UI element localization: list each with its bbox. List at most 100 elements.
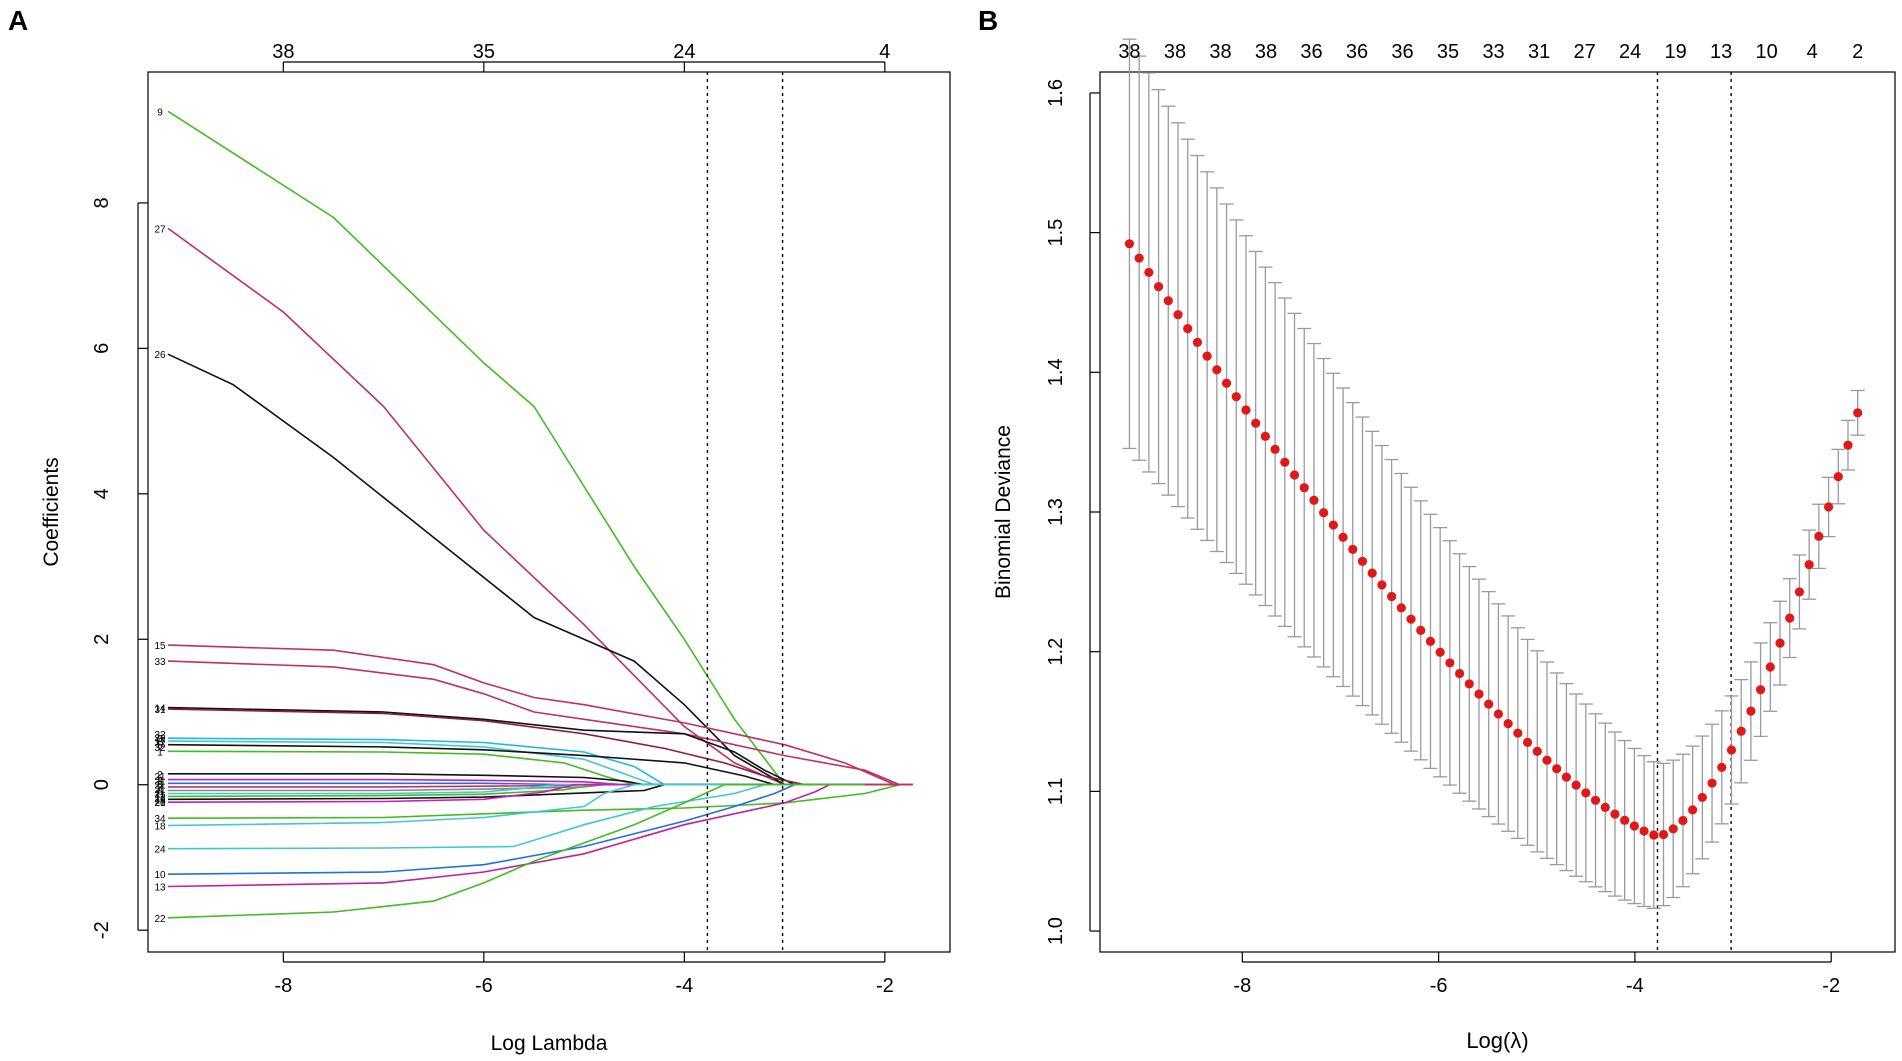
coef-path-label: 27: [154, 224, 166, 235]
coef-path-label-cluster: 32: [154, 743, 166, 754]
coef-path-22: [167, 783, 913, 919]
panel-b-plot-frame: [1099, 71, 1896, 953]
y-tick-label: 1.1: [1045, 777, 1067, 805]
coef-path-label: 9: [157, 107, 163, 118]
coef-path-label: 12: [154, 792, 166, 803]
coef-path-label: 31: [154, 705, 166, 716]
deviance-point: [1289, 470, 1300, 480]
deviance-point: [1823, 502, 1834, 512]
deviance-point: [1183, 323, 1193, 334]
y-axis-title: Coefficients: [40, 457, 63, 566]
y-tick-label: 1.4: [1045, 358, 1067, 386]
coef-path-9: [167, 110, 913, 786]
coef-path-label-cluster: 21: [154, 772, 166, 783]
top-tick-label: 19: [1665, 41, 1687, 63]
top-tick-label: 24: [673, 41, 695, 63]
top-tick-label: 27: [1573, 41, 1595, 63]
coef-path-label: 22: [154, 914, 166, 925]
coef-path-label-cluster: 32: [154, 739, 166, 750]
deviance-point: [1435, 647, 1445, 657]
top-tick-label: 31: [1528, 41, 1550, 63]
deviance-point: [1357, 556, 1368, 566]
top-tick-label: 33: [1482, 41, 1504, 63]
deviance-point: [1571, 780, 1581, 790]
coef-path-label: 20: [154, 798, 166, 809]
coef-path-18: [167, 783, 913, 827]
deviance-point: [1552, 764, 1562, 774]
deviance-point: [1484, 699, 1494, 709]
deviance-point: [1522, 737, 1533, 747]
coef-path-label: 11: [155, 789, 166, 800]
coef-path-label: 15: [154, 641, 166, 652]
deviance-point: [1736, 726, 1746, 736]
top-tick-label: 38: [1164, 41, 1186, 63]
deviance-point: [1367, 568, 1377, 578]
deviance-point: [1144, 267, 1154, 278]
y-tick-label: 2: [91, 634, 113, 645]
deviance-point: [1532, 746, 1542, 756]
x-tick-label: -8: [274, 975, 292, 997]
top-tick-label: 38: [1118, 41, 1140, 63]
deviance-point: [1503, 719, 1513, 729]
coef-path-label: 34: [154, 814, 166, 825]
y-tick-label: 1.6: [1045, 79, 1067, 107]
coef-path-label: 7: [157, 783, 163, 794]
deviance-point: [1454, 668, 1465, 679]
deviance-point: [1756, 685, 1766, 695]
deviance-point: [1697, 792, 1707, 803]
coef-path-label-cluster: 32: [154, 733, 166, 744]
y-tick-label: 1.5: [1045, 219, 1067, 247]
deviance-point: [1493, 709, 1504, 719]
top-tick-label: 35: [1437, 41, 1459, 63]
deviance-point: [1445, 658, 1455, 668]
top-tick-label: 4: [879, 41, 890, 63]
x-tick-label: -4: [1626, 975, 1644, 997]
deviance-point: [1542, 755, 1552, 765]
top-tick-label: 35: [473, 41, 495, 63]
panel-b-cv-deviance: B -8 -6 -4 -2 Log(λ) 1.0 1.1 1.2 1.3 1.4 1.5 1.6 Bino…: [978, 5, 1896, 1053]
deviance-point: [1163, 296, 1173, 306]
deviance-point: [1688, 805, 1698, 815]
coef-path-20: [167, 783, 913, 804]
coef-path-label: 18: [154, 821, 166, 832]
coef-path-24: [167, 783, 913, 850]
deviance-point: [1658, 829, 1669, 840]
deviance-point: [1726, 745, 1737, 755]
coef-path-label: 2: [157, 770, 163, 781]
top-tick-label: 36: [1300, 41, 1322, 63]
top-tick-label: 38: [272, 41, 294, 63]
deviance-point: [1396, 603, 1406, 613]
deviance-point: [1833, 471, 1843, 482]
deviance-point: [1153, 282, 1164, 292]
deviance-point: [1192, 337, 1203, 347]
deviance-point: [1513, 728, 1523, 738]
deviance-point: [1814, 531, 1824, 541]
y-tick-label: 1.3: [1045, 498, 1067, 526]
x-tick-label: -2: [1822, 975, 1840, 997]
deviance-point: [1600, 802, 1610, 812]
deviance-point: [1309, 495, 1319, 505]
deviance-point: [1387, 591, 1397, 602]
coef-path-label: 13: [154, 883, 166, 894]
coef-path-26: [167, 353, 913, 786]
deviance-point: [1581, 788, 1591, 798]
deviance-point: [1348, 544, 1358, 554]
coef-path-label: 8: [157, 787, 163, 798]
deviance-point: [1338, 532, 1348, 542]
coef-path-label-cluster: 21: [154, 781, 166, 792]
deviance-point: [1124, 239, 1135, 249]
y-tick-label: -2: [91, 921, 113, 939]
top-tick-label: 36: [1346, 41, 1368, 63]
deviance-point: [1678, 815, 1688, 826]
y-tick-label: 8: [91, 197, 113, 208]
x-axis-title: Log Lambda: [491, 1032, 608, 1055]
coef-path-label: 14: [154, 704, 166, 715]
coef-path-27: [167, 227, 913, 786]
top-tick-label: 2: [1852, 41, 1863, 63]
coef-path-31: [167, 708, 913, 786]
deviance-point: [1299, 483, 1309, 493]
top-tick-label: 24: [1619, 41, 1641, 63]
deviance-point: [1629, 821, 1639, 831]
